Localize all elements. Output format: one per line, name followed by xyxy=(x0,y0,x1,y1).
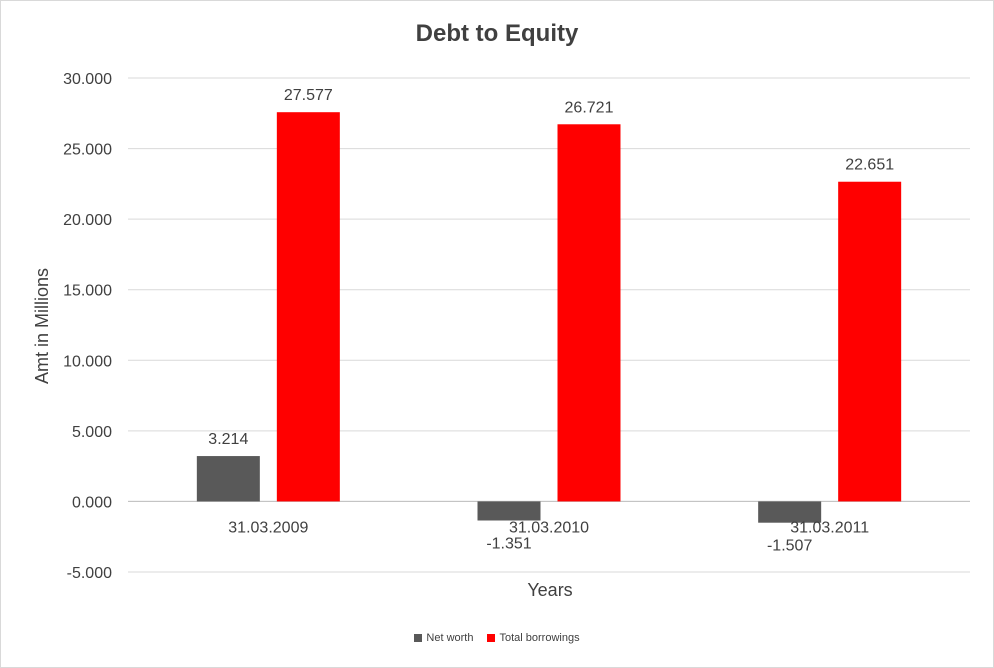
x-tick-label: 31.03.2010 xyxy=(509,519,589,536)
data-label: 27.577 xyxy=(284,87,333,104)
data-label: 26.721 xyxy=(565,99,614,116)
data-label: 22.651 xyxy=(845,157,894,174)
bar xyxy=(758,501,822,523)
x-tick-label: 31.03.2009 xyxy=(228,519,308,536)
bar xyxy=(838,181,902,502)
legend-swatch xyxy=(414,634,423,642)
x-axis-title: Years xyxy=(527,580,572,600)
y-tick-label: -5.000 xyxy=(67,565,112,582)
y-tick-label: 5.000 xyxy=(72,424,112,441)
labels: 30.000 25.000 20.000 15.000 10.000 5.000 0.000… xyxy=(63,71,894,582)
legend-swatch xyxy=(487,634,496,642)
bar xyxy=(276,112,340,502)
legend-item: Net worth xyxy=(414,632,473,644)
y-tick-label: 20.000 xyxy=(63,212,112,229)
x-tick-label: 31.03.2011 xyxy=(790,519,869,536)
y-tick-label: 0.000 xyxy=(72,494,112,511)
y-tick-label: 10.000 xyxy=(63,353,112,370)
y-axis-title: Amt in Millions xyxy=(32,268,52,384)
data-label: -1.507 xyxy=(767,538,812,555)
data-label: 3.214 xyxy=(208,431,248,448)
legend-label: Total borrowings xyxy=(499,632,580,644)
bars xyxy=(196,112,902,523)
bar xyxy=(196,456,260,502)
y-tick-label: 30.000 xyxy=(63,71,112,88)
legend-label: Net worth xyxy=(426,632,474,644)
bar xyxy=(477,501,541,521)
chart-title: Debt to Equity xyxy=(415,20,579,47)
y-tick-label: 15.000 xyxy=(63,283,112,300)
gridlines xyxy=(128,77,970,573)
data-label: -1.351 xyxy=(486,535,531,552)
y-tick-label: 25.000 xyxy=(63,142,112,159)
bar xyxy=(557,124,621,502)
legend: Net worth Total borrowings xyxy=(0,632,994,645)
legend-item: Total borrowings xyxy=(487,632,580,644)
